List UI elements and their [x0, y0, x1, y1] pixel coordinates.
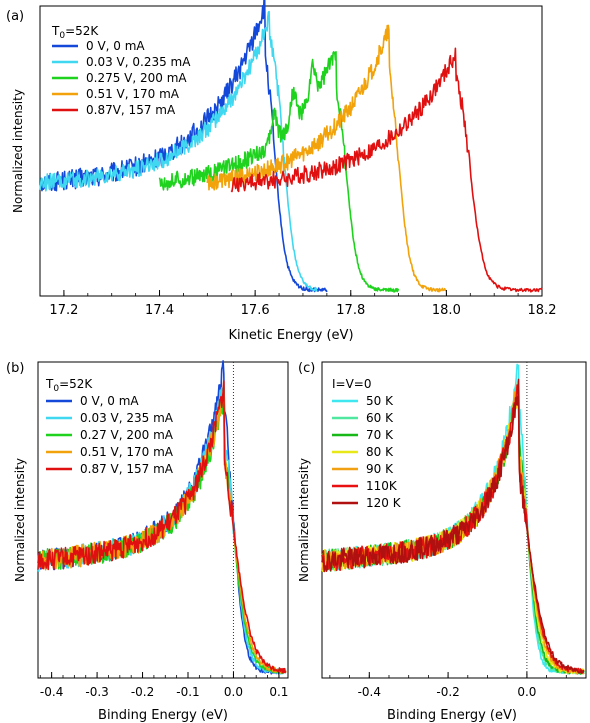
panel-c-legend: 50 K 60 K 70 K 80 K 90 K 110K 120 K [332, 394, 402, 510]
panel-b-ylabel: Normalized intensity [13, 458, 27, 582]
legend-entry: 0.51 V, 170 mA [86, 87, 180, 101]
panel-b-x-ticks: -0.4 -0.3 -0.2 -0.1 0.0 0.1 [39, 672, 288, 699]
panel-a: (a) 17.2 17.4 17.6 17.8 18.0 18.2 Kinetic Ene… [6, 0, 556, 343]
x-tick-label: -0.4 [40, 685, 63, 699]
panel-b-annotation: T0=52K [45, 377, 93, 394]
panel-b-xlabel: Binding Energy (eV) [98, 708, 228, 723]
series-line-4 [230, 47, 543, 293]
legend-entry: 50 K [366, 394, 394, 408]
panel-a-ylabel: Normalized intensity [11, 89, 25, 213]
x-tick-label: 0.0 [517, 685, 536, 699]
legend-entry: 0 V, 0 mA [80, 394, 139, 408]
legend-entry: 120 K [366, 496, 402, 510]
panel-c-plot-frame [321, 361, 587, 679]
x-tick-label: -0.2 [131, 685, 154, 699]
panel-c: (c) -0.4 -0.2 0.0 Binding Energy (eV) Norm… [297, 361, 587, 723]
x-tick-label: 17.8 [336, 303, 365, 318]
panel-c-series [321, 362, 585, 678]
series-line-1 [39, 10, 318, 292]
panel-b-legend: 0 V, 0 mA 0.03 V, 235 mA 0.27 V, 200 mA 0.5… [46, 394, 174, 476]
panel-b: (b) -0.4 -0.3 -0.2 -0.1 0.0 0.1 Binding Energ… [6, 360, 289, 723]
legend-entry: 90 K [366, 462, 394, 476]
legend-entry: 110K [366, 479, 398, 493]
legend-entry: 0.51 V, 170 mA [80, 445, 174, 459]
legend-entry: 60 K [366, 411, 394, 425]
x-tick-label: -0.3 [85, 685, 108, 699]
series-line-4 [37, 380, 287, 674]
series-line-6 [321, 378, 585, 674]
legend-entry: 0.27 V, 200 mA [80, 428, 174, 442]
panel-b-plot-frame [37, 361, 289, 679]
x-tick-label: 18.0 [432, 303, 461, 318]
legend-entry: 0.87 V, 157 mA [80, 462, 174, 476]
legend-entry: 0 V, 0 mA [86, 39, 145, 53]
panel-a-label: (a) [6, 9, 24, 24]
legend-entry: 0.87V, 157 mA [86, 103, 176, 117]
panel-a-legend: 0 V, 0 mA 0.03 V, 0.235 mA 0.275 V, 200 mA… [52, 39, 191, 117]
panel-a-series [39, 0, 543, 293]
panel-b-series [37, 360, 287, 678]
panel-c-annotation: I=V=0 [332, 377, 372, 391]
legend-entry: 0.275 V, 200 mA [86, 71, 187, 85]
panel-c-label: (c) [298, 361, 315, 376]
x-tick-label: -0.1 [176, 685, 199, 699]
x-tick-label: 0.1 [269, 685, 288, 699]
x-tick-label: 0.0 [224, 685, 243, 699]
legend-entry: 70 K [366, 428, 394, 442]
panel-a-plot-frame [39, 5, 543, 297]
x-tick-label: 17.4 [145, 303, 174, 318]
series-line-2 [158, 51, 400, 293]
x-tick-label: 17.6 [241, 303, 270, 318]
x-tick-label: -0.2 [436, 685, 459, 699]
panel-b-label: (b) [6, 361, 24, 376]
panel-a-xlabel: Kinetic Energy (eV) [228, 328, 353, 343]
x-tick-label: -0.4 [358, 685, 381, 699]
panel-a-annotation: T0=52K [51, 24, 99, 41]
series-line-3 [206, 24, 447, 293]
panel-a-x-ticks: 17.2 17.4 17.6 17.8 18.0 18.2 [39, 290, 557, 318]
panel-c-ylabel: Normalized intensity [297, 458, 311, 582]
legend-entry: 0.03 V, 235 mA [80, 411, 174, 425]
panel-c-xlabel: Binding Energy (eV) [387, 708, 517, 723]
x-tick-label: 17.2 [49, 303, 78, 318]
series-line-0 [321, 363, 585, 675]
x-tick-label: 18.2 [528, 303, 557, 318]
panel-c-x-ticks: -0.4 -0.2 0.0 [329, 672, 587, 699]
legend-entry: 80 K [366, 445, 394, 459]
legend-entry: 0.03 V, 0.235 mA [86, 55, 191, 69]
